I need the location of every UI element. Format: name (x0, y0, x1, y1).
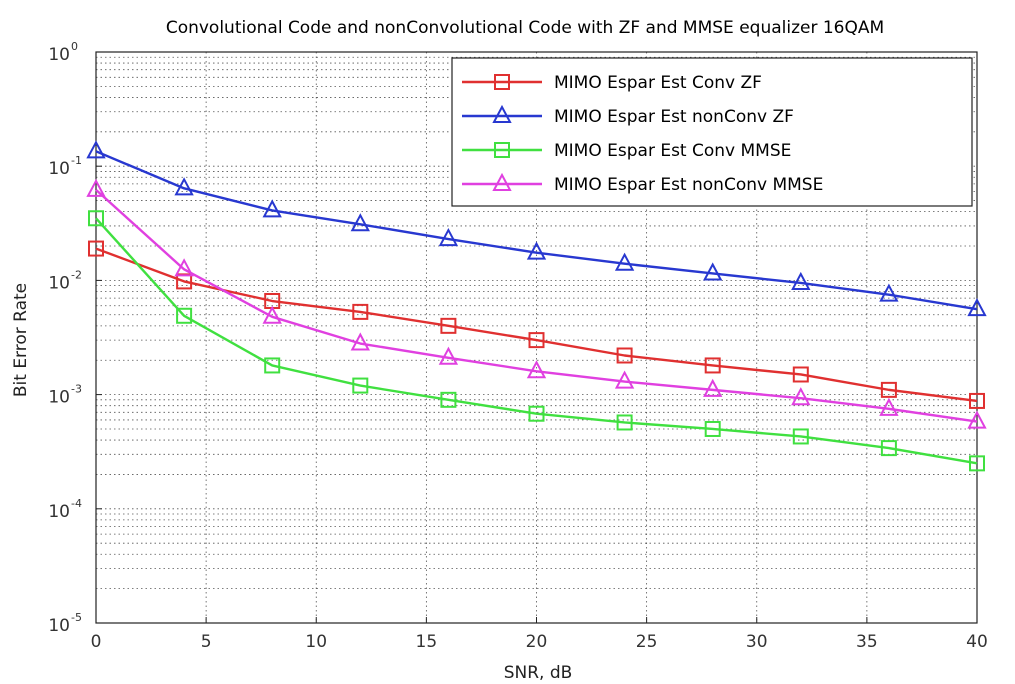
legend-label: MIMO Espar Est nonConv ZF (554, 107, 794, 127)
y-tick-exponent: -2 (71, 268, 82, 281)
data-point (352, 303, 369, 320)
x-tick-label: 5 (201, 632, 212, 652)
data-point (528, 405, 545, 422)
data-point (438, 346, 459, 365)
data-point (526, 360, 547, 379)
series-4 (86, 178, 987, 429)
data-point (703, 378, 723, 397)
data-point (174, 258, 194, 277)
y-tick-exponent: -5 (71, 611, 82, 624)
x-tick-label: 15 (416, 632, 438, 652)
data-point (614, 370, 635, 389)
x-tick-label: 30 (746, 632, 768, 652)
y-tick-exponent: -4 (71, 497, 82, 510)
legend-item: MIMO Espar Est Conv MMSE (462, 141, 791, 161)
data-point (88, 240, 104, 257)
legend-item: MIMO Espar Est Conv ZF (462, 73, 762, 93)
y-tick-label: 10 (48, 388, 70, 408)
x-tick-label: 20 (526, 632, 548, 652)
data-point (791, 271, 811, 290)
data-point (879, 397, 899, 416)
data-point (526, 241, 547, 260)
data-point (616, 414, 633, 431)
data-point (704, 420, 721, 437)
data-point (969, 455, 985, 472)
y-axis-label: Bit Error Rate (11, 283, 31, 397)
data-point (438, 227, 459, 247)
data-point (792, 428, 809, 445)
legend-marker (494, 74, 510, 90)
series-line (95, 150, 978, 311)
y-tick-exponent: -1 (71, 154, 82, 167)
data-point (879, 283, 899, 302)
series-layer (86, 140, 987, 472)
data-point (880, 381, 897, 398)
data-point (440, 317, 457, 334)
data-point (704, 357, 721, 374)
y-tick-label: 10 (48, 502, 70, 522)
data-point (880, 440, 897, 457)
series-line (95, 189, 978, 423)
x-axis: 0 5 10 15 20 25 30 35 40 (91, 617, 988, 652)
data-point (86, 140, 106, 159)
legend: MIMO Espar Est Conv ZF MIMO Espar Est non… (451, 57, 973, 207)
series-3 (88, 210, 985, 472)
legend-marker (492, 104, 512, 123)
data-point (703, 262, 723, 281)
data-point (262, 199, 282, 218)
data-point (262, 305, 282, 324)
y-tick-label: 10 (48, 45, 70, 65)
data-point (86, 178, 106, 197)
data-point (791, 387, 811, 406)
y-tick-exponent: -3 (71, 383, 82, 396)
series-2 (86, 140, 987, 317)
y-tick-label: 10 (48, 159, 70, 179)
x-tick-label: 40 (966, 632, 988, 652)
data-point (528, 332, 545, 349)
series-line (95, 217, 978, 465)
series-1 (88, 240, 985, 409)
chart-title: Convolutional Code and nonConvolutional … (166, 18, 884, 38)
x-tick-label: 35 (856, 632, 878, 652)
x-axis-label: SNR, dB (504, 663, 573, 683)
data-point (440, 391, 457, 408)
x-tick-label: 10 (305, 632, 327, 652)
data-point (352, 377, 369, 394)
data-point (350, 213, 370, 232)
legend-item: MIMO Espar Est nonConv ZF (462, 104, 794, 127)
data-point (350, 332, 370, 351)
data-point (174, 177, 194, 196)
data-point (967, 410, 987, 429)
legend-label: MIMO Espar Est Conv ZF (554, 73, 762, 93)
legend-marker (494, 142, 510, 158)
data-point (176, 307, 193, 324)
legend-item: MIMO Espar Est nonConv MMSE (462, 172, 823, 195)
data-point (264, 357, 281, 374)
data-point (614, 252, 635, 271)
data-point (969, 392, 985, 409)
series-line (95, 247, 978, 403)
data-point (616, 347, 633, 364)
y-tick-label: 10 (48, 616, 70, 636)
legend-label: MIMO Espar Est nonConv MMSE (554, 175, 823, 195)
data-point (88, 210, 104, 227)
x-tick-label: 0 (91, 632, 102, 652)
y-tick-label: 10 (48, 273, 70, 293)
y-tick-exponent: 0 (71, 40, 78, 53)
data-point (967, 298, 987, 317)
legend-marker (492, 172, 512, 191)
x-tick-label: 25 (636, 632, 658, 652)
data-point (792, 366, 809, 383)
legend-label: MIMO Espar Est Conv MMSE (554, 141, 791, 161)
